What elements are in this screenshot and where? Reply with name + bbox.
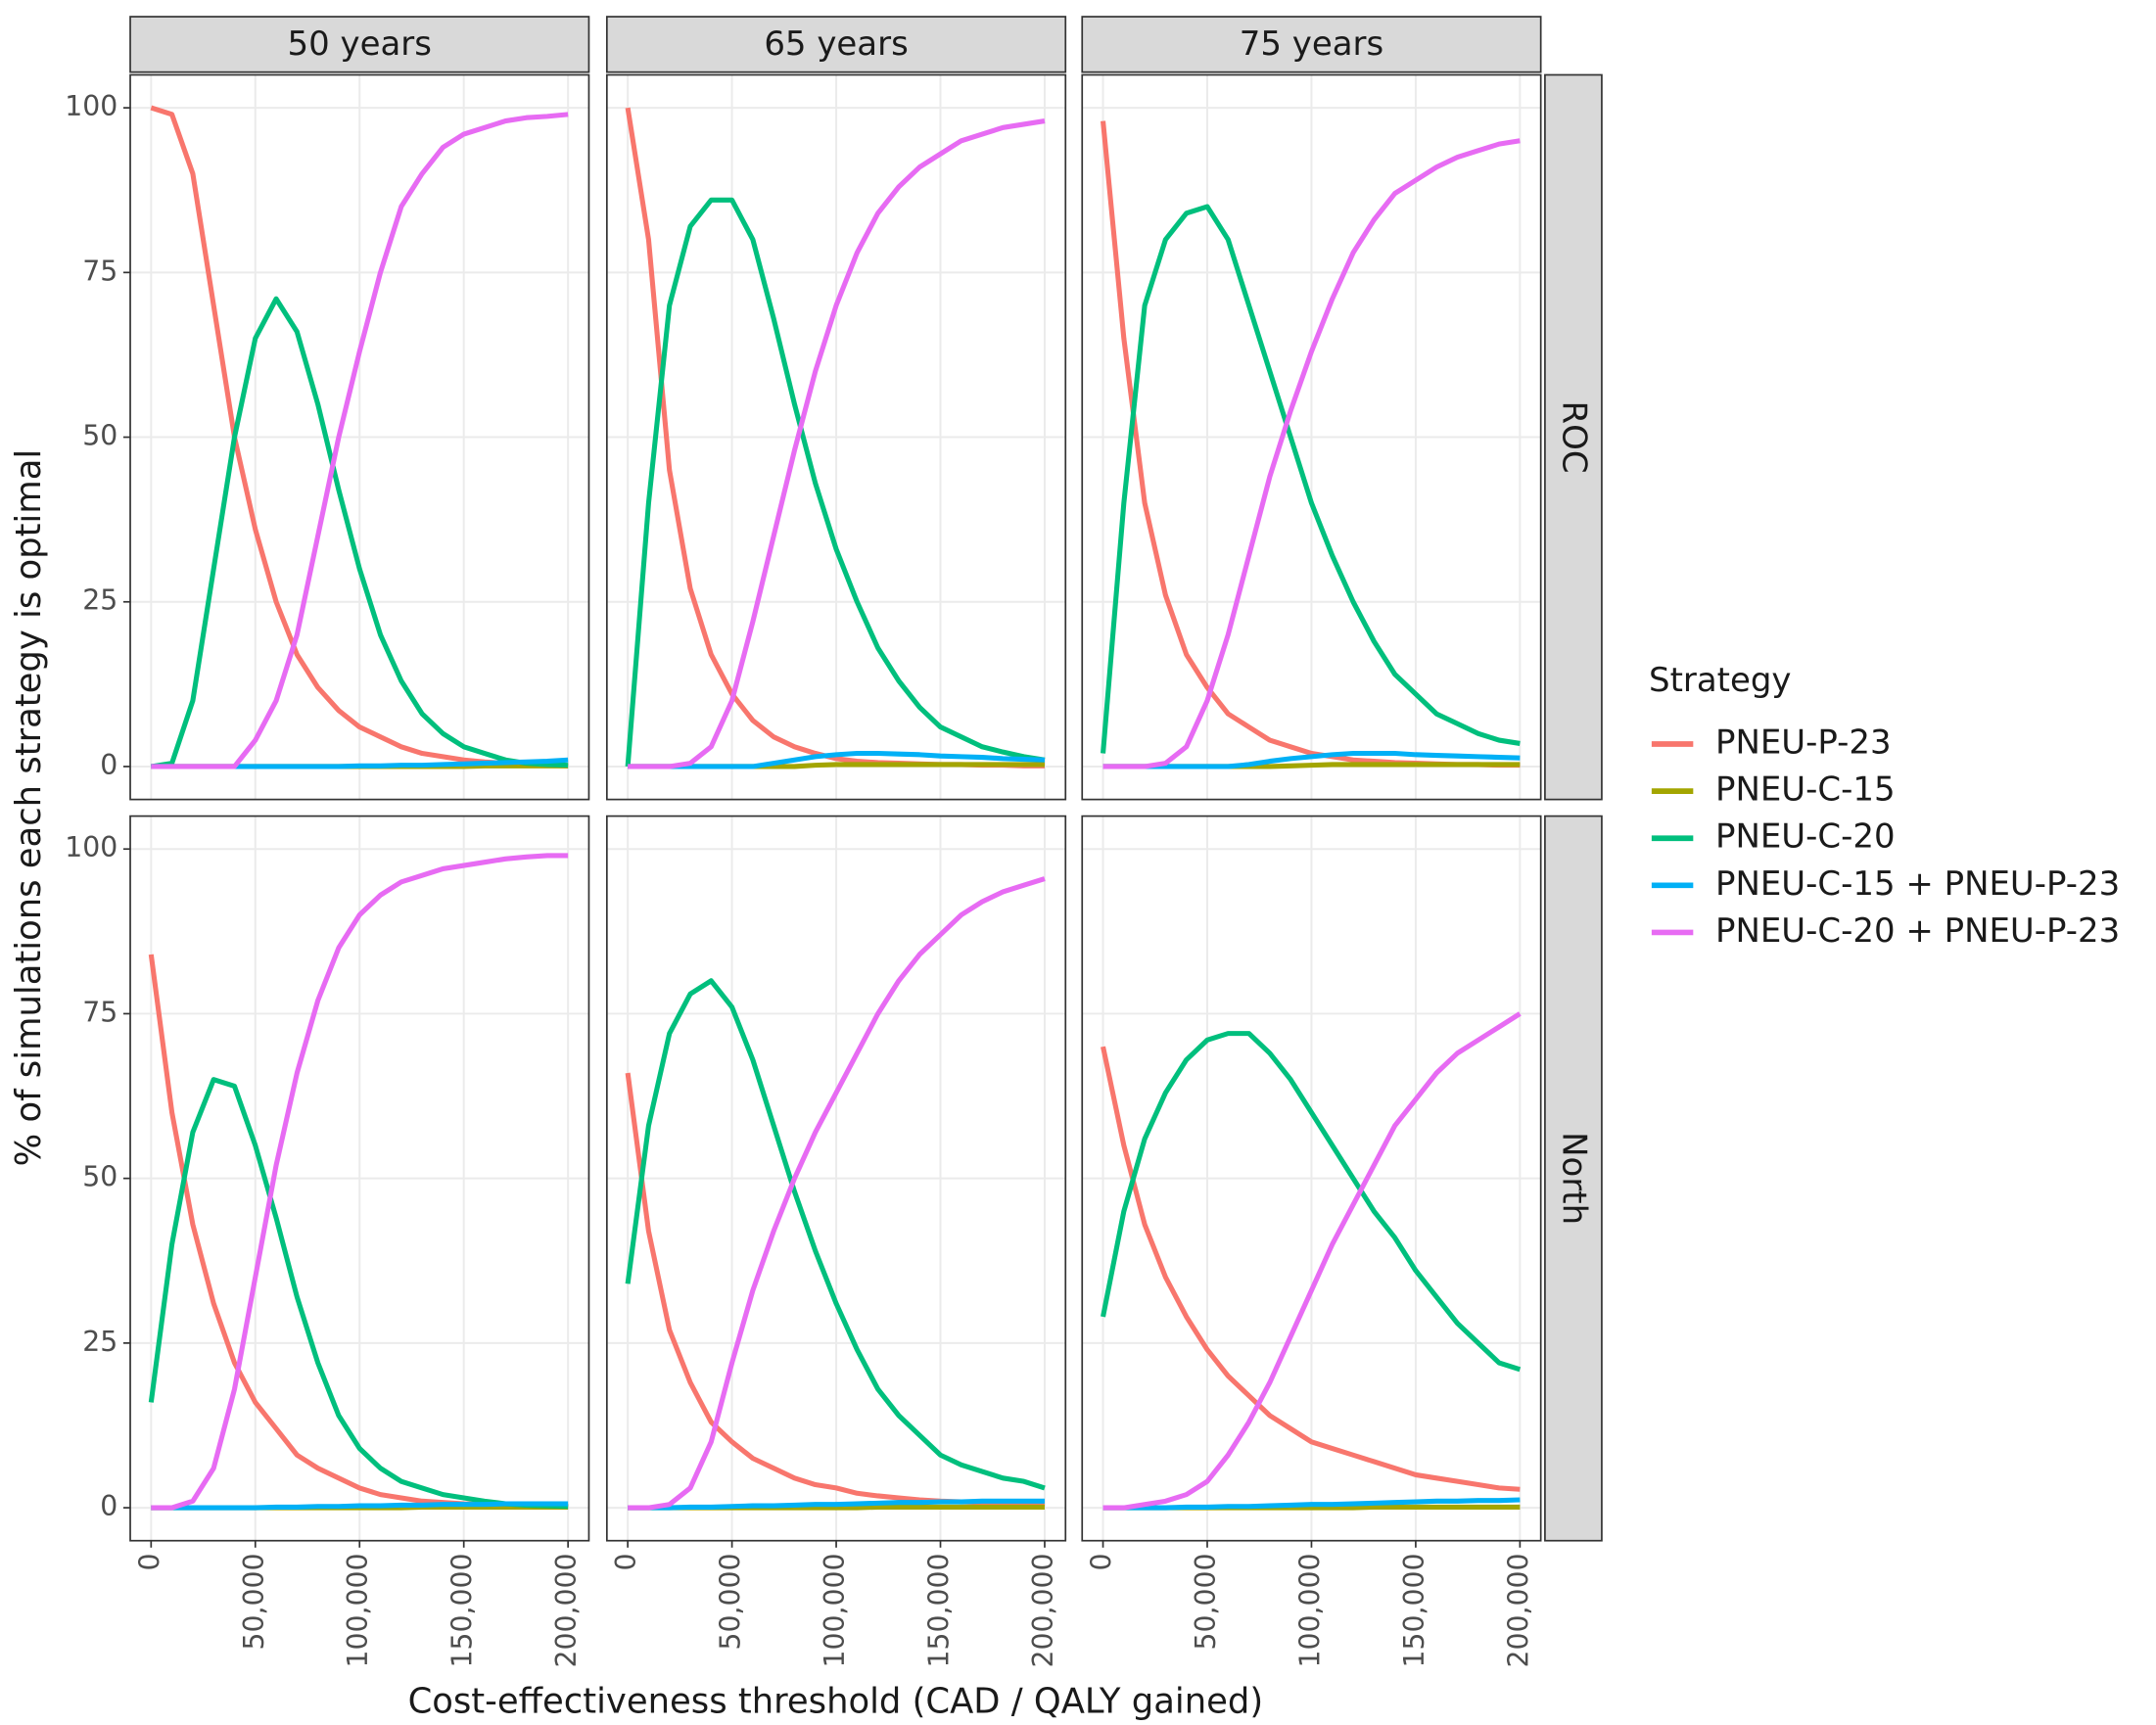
y-tick-label: 0	[100, 1490, 117, 1522]
series-line	[1102, 138, 1521, 769]
x-tick-label: 150,000	[923, 1553, 956, 1667]
legend-label: PNEU-C-20	[1715, 817, 1896, 857]
series-line	[1102, 1011, 1522, 1511]
facet-strip	[605, 16, 1067, 73]
legend-label: PNEU-C-15	[1715, 770, 1896, 810]
x-tick-label: 200,000	[1502, 1553, 1534, 1667]
series-line	[625, 197, 1046, 768]
x-tick-label: 0	[133, 1553, 165, 1570]
series-line	[151, 1501, 569, 1511]
series-line	[151, 853, 569, 1511]
y-tick-label: 75	[82, 996, 117, 1028]
series-line	[1101, 1031, 1522, 1373]
facet-strip-label: North	[1555, 1132, 1594, 1225]
x-tick-label: 150,000	[446, 1553, 479, 1667]
x-tick-label: 0	[610, 1553, 642, 1570]
y-tick-label: 25	[82, 1326, 117, 1358]
legend-label: PNEU-P-23	[1715, 723, 1892, 763]
series-line	[151, 112, 569, 769]
x-tick-label: 50,000	[715, 1553, 747, 1650]
x-tick-label: 100,000	[1293, 1553, 1326, 1667]
series-line	[625, 978, 1046, 1491]
facet-strip	[1544, 815, 1603, 1542]
y-tick-label: 100	[65, 90, 117, 122]
facet-strip	[1544, 73, 1603, 801]
facet-strip-label: ROC	[1555, 401, 1594, 474]
y-axis-title: % of simulations each strategy is optima…	[9, 449, 49, 1167]
facet-strip-label: 65 years	[764, 24, 908, 64]
series-line	[628, 876, 1046, 1511]
x-tick-label: 200,000	[550, 1553, 583, 1667]
panel-border	[605, 73, 1067, 801]
series-line	[1102, 1497, 1521, 1511]
legend-label: PNEU-C-20 + PNEU-P-23	[1715, 911, 2120, 951]
legend-title: Strategy	[1649, 661, 1791, 700]
series-line	[1101, 1046, 1521, 1492]
series-line	[1101, 204, 1521, 754]
x-tick-label: 100,000	[819, 1553, 851, 1667]
y-tick-label: 75	[82, 255, 117, 287]
series-line	[628, 1498, 1045, 1511]
x-axis-title: Cost-effectiveness threshold (CAD / QALY…	[408, 1681, 1264, 1721]
y-tick-label: 50	[82, 420, 117, 452]
legend-label: PNEU-C-15 + PNEU-P-23	[1715, 864, 2120, 904]
y-tick-label: 25	[82, 584, 117, 617]
x-tick-label: 100,000	[342, 1553, 374, 1667]
series-line	[1102, 750, 1521, 769]
series-line	[628, 118, 1046, 769]
panel-border	[1081, 73, 1542, 801]
facet-strip-label: 75 years	[1240, 24, 1383, 64]
x-tick-label: 50,000	[1190, 1553, 1222, 1650]
facet-strip	[129, 16, 590, 73]
x-tick-label: 50,000	[238, 1553, 270, 1650]
series-line	[150, 296, 569, 769]
x-tick-label: 0	[1086, 1553, 1118, 1570]
facet-strip	[1081, 16, 1542, 73]
y-tick-label: 50	[82, 1161, 117, 1193]
series-line	[628, 750, 1046, 769]
facet-strip-label: 50 years	[288, 24, 432, 64]
y-tick-label: 0	[100, 749, 117, 781]
x-tick-label: 150,000	[1398, 1553, 1430, 1667]
x-tick-label: 200,000	[1027, 1553, 1059, 1667]
y-tick-label: 100	[65, 831, 117, 863]
